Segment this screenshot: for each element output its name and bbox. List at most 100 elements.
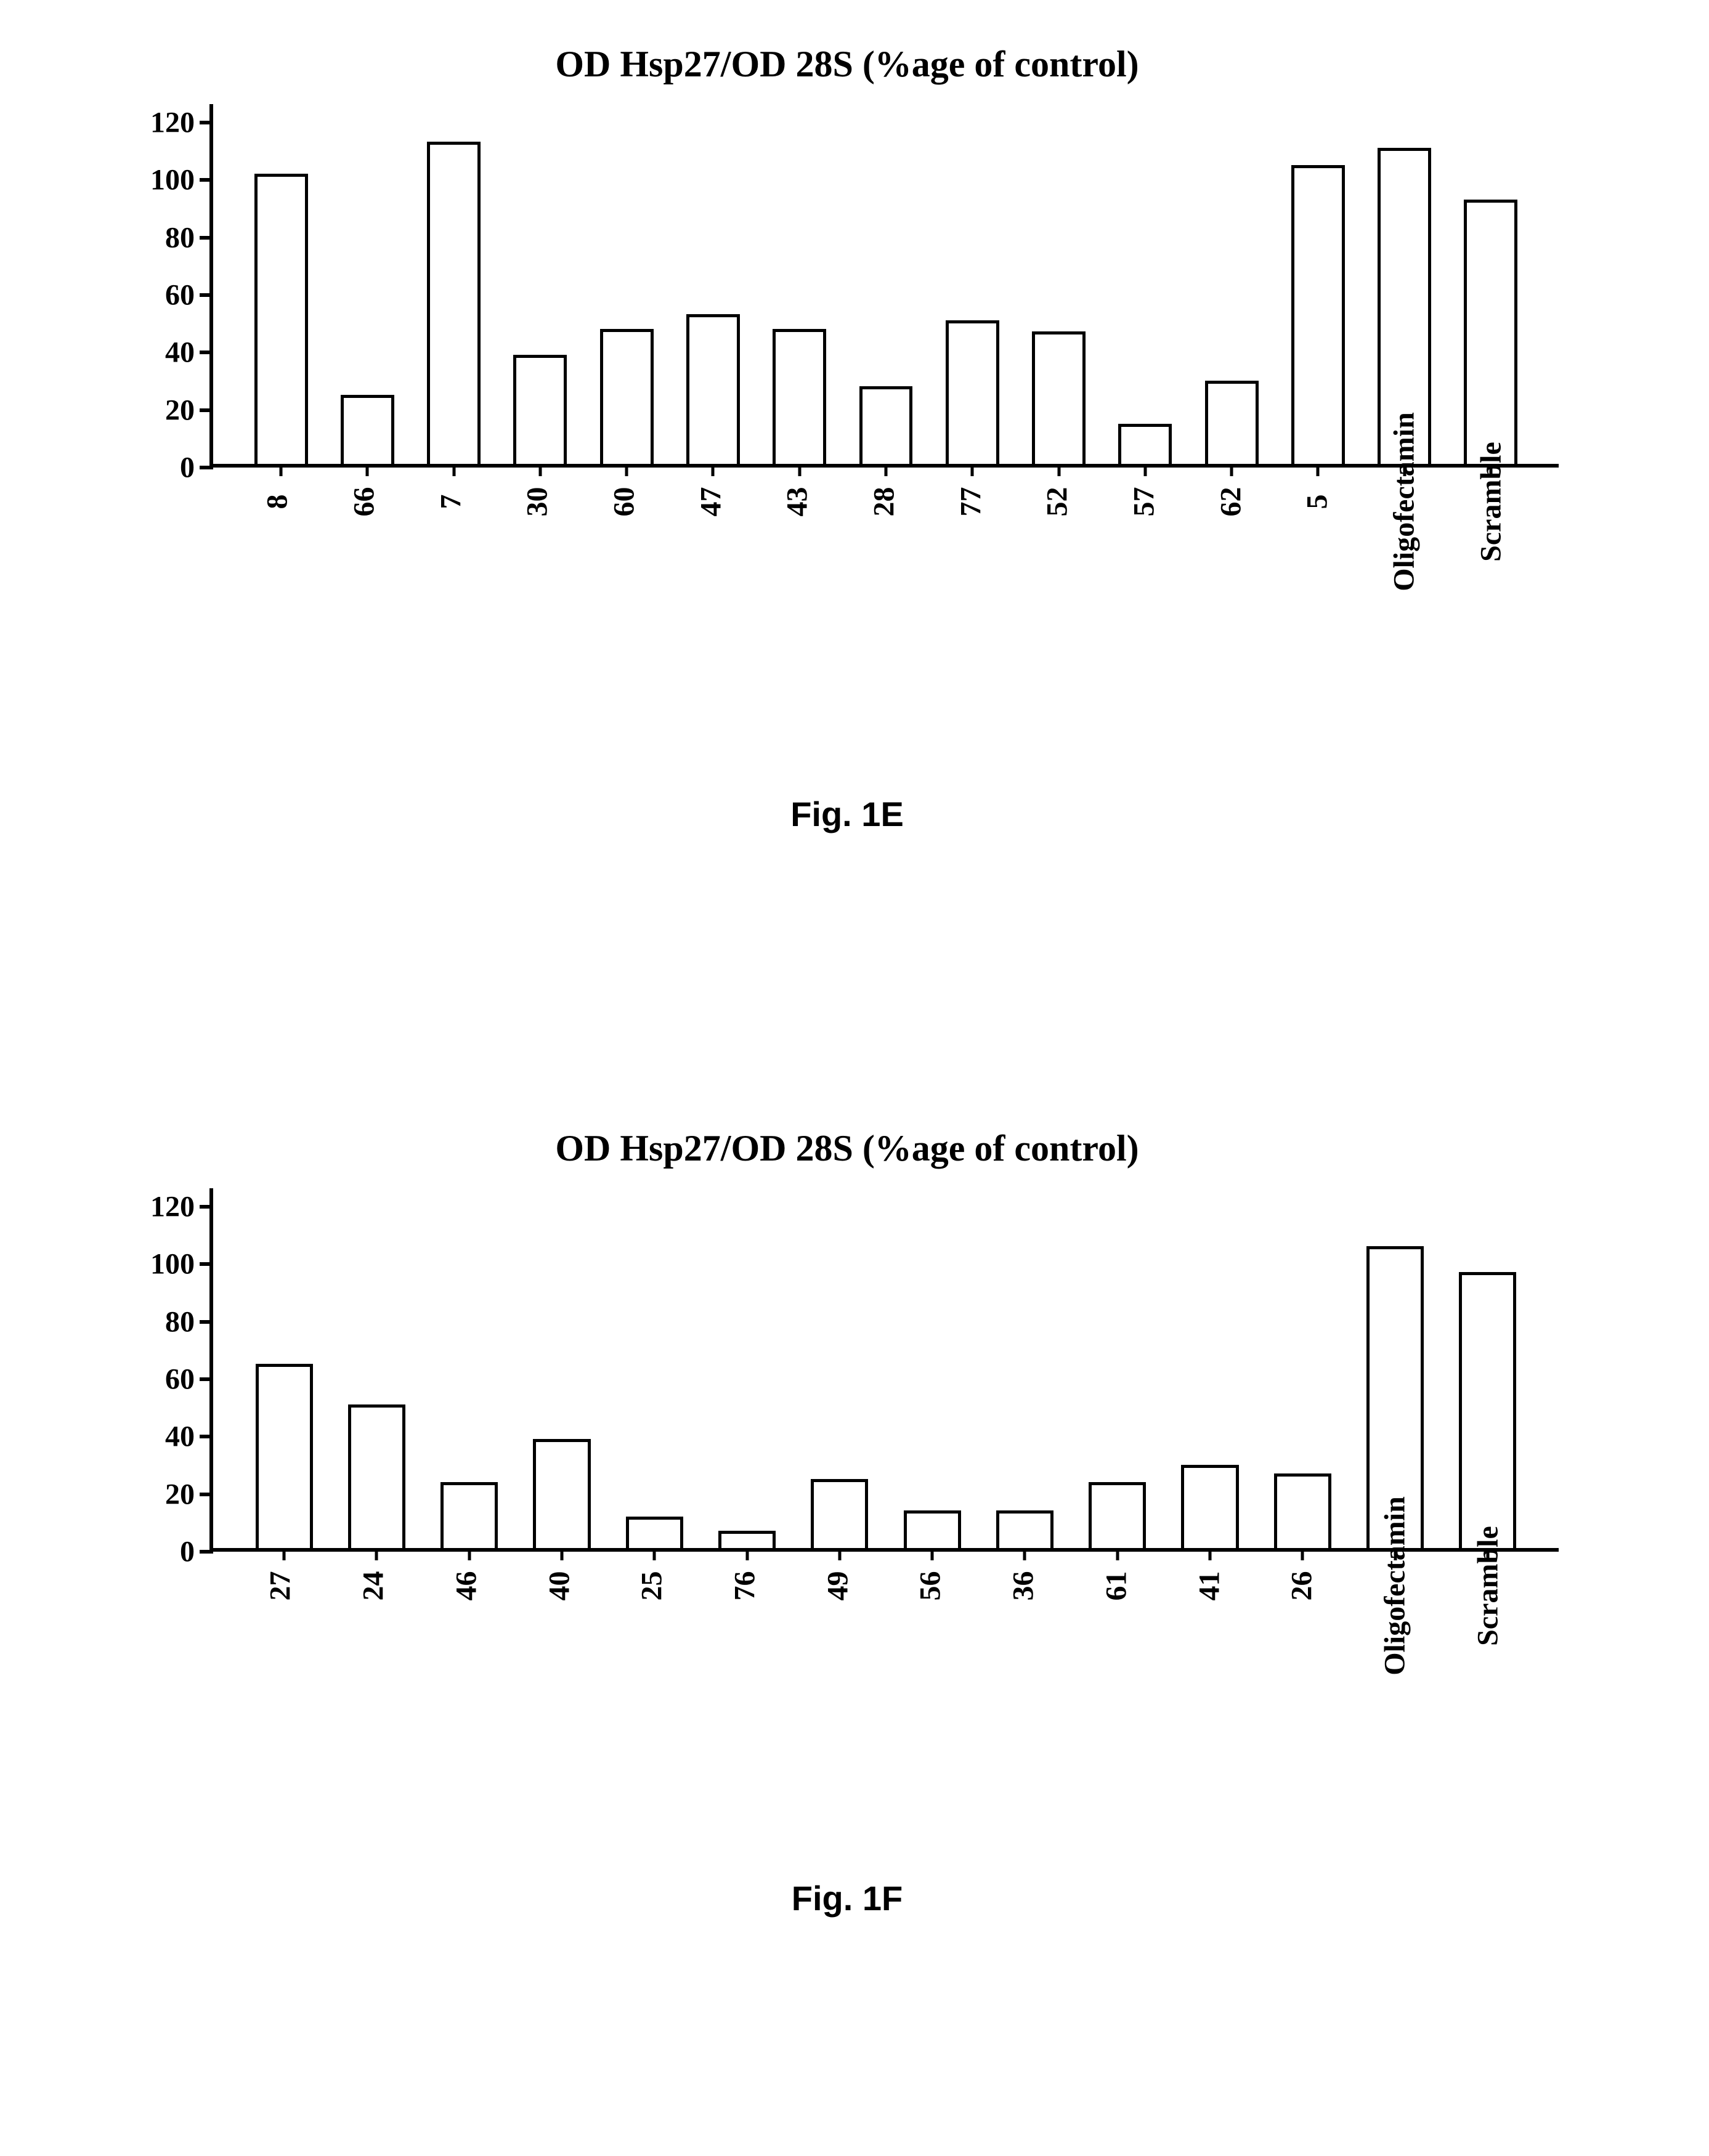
bar-slot — [608, 1207, 700, 1548]
bar-slot — [1071, 1207, 1164, 1548]
bar-slot — [238, 1207, 330, 1548]
bar-slot — [757, 123, 843, 464]
bar — [513, 355, 567, 464]
bar-slot — [929, 123, 1015, 464]
x-axis-label: 46 — [449, 1571, 483, 1601]
x-axis-label: 40 — [542, 1571, 576, 1601]
bar — [1118, 424, 1172, 464]
y-axis-label: 40 — [165, 336, 213, 370]
y-axis-label: 120 — [150, 1190, 213, 1224]
y-axis-label: 120 — [150, 106, 213, 140]
bars-container — [213, 1207, 1534, 1548]
bar — [600, 329, 654, 464]
chart-title: OD Hsp27/OD 28S (%age of control) — [123, 1127, 1571, 1170]
x-axis-label: 56 — [914, 1571, 948, 1601]
bar-slot — [583, 123, 670, 464]
bar-slot — [1256, 1207, 1349, 1548]
x-axis-label: 8 — [261, 495, 294, 509]
bar — [1032, 331, 1086, 464]
bar-slot — [411, 123, 497, 464]
bar-slot — [423, 1207, 516, 1548]
y-axis-label: 100 — [150, 1247, 213, 1281]
x-axis-label: 47 — [694, 487, 728, 517]
chart-title: OD Hsp27/OD 28S (%age of control) — [123, 43, 1571, 86]
x-axis-label: 43 — [781, 487, 814, 517]
bar — [348, 1404, 405, 1548]
x-axis-label: Scramble — [1471, 1526, 1504, 1646]
y-axis-label: 80 — [165, 1305, 213, 1339]
x-axis-label: 5 — [1301, 495, 1334, 509]
plot-area: 020406080100120 — [209, 123, 1534, 468]
bar — [1181, 1465, 1238, 1548]
bar — [718, 1531, 776, 1548]
x-axis-label: 7 — [434, 495, 468, 509]
x-labels-row: 272446402576495636614126OligofectaminScr… — [209, 1552, 1534, 1860]
bar — [1459, 1272, 1516, 1548]
x-axis-cap — [1534, 1548, 1559, 1552]
bar-slot — [670, 123, 756, 464]
bar-slot — [1102, 123, 1188, 464]
bar-slot — [330, 1207, 423, 1548]
x-axis-label: Oligofectamin — [1387, 412, 1421, 591]
x-axis-label: 41 — [1192, 1571, 1226, 1601]
bar — [440, 1482, 498, 1548]
x-axis-label: 36 — [1007, 1571, 1041, 1601]
x-axis-label: 24 — [357, 1571, 391, 1601]
bars-container — [213, 123, 1534, 464]
x-axis-cap — [1534, 464, 1559, 468]
figure-label: Fig. 1E — [123, 794, 1571, 834]
y-axis-label: 60 — [165, 1363, 213, 1396]
bar-slot — [700, 1207, 793, 1548]
x-axis-label: 49 — [821, 1571, 855, 1601]
bar-slot — [497, 123, 583, 464]
x-axis-label: 26 — [1285, 1571, 1319, 1601]
bar-slot — [1188, 123, 1275, 464]
bar — [1089, 1482, 1146, 1548]
x-axis-label: 52 — [1041, 487, 1074, 517]
bar-slot — [1442, 1207, 1534, 1548]
bar — [1274, 1473, 1331, 1548]
bar-slot — [1448, 123, 1534, 464]
bar — [341, 395, 394, 464]
y-axis-label: 0 — [180, 1535, 213, 1569]
y-axis-label: 40 — [165, 1420, 213, 1454]
bar — [256, 1364, 313, 1548]
x-axis-label: 60 — [607, 487, 641, 517]
bar — [427, 142, 481, 464]
plot-area: 020406080100120 — [209, 1207, 1534, 1552]
bar — [254, 174, 308, 464]
bar — [859, 386, 913, 464]
bar — [686, 314, 740, 464]
figure-label: Fig. 1F — [123, 1878, 1571, 1918]
y-axis-label: 0 — [180, 451, 213, 485]
bar — [626, 1517, 683, 1548]
x-labels-row: 86673060474328775257625OligofectaminScra… — [209, 468, 1534, 776]
bar-slot — [516, 1207, 608, 1548]
y-axis-label: 20 — [165, 1477, 213, 1511]
x-axis-label: 25 — [635, 1571, 669, 1601]
y-axis-label: 20 — [165, 393, 213, 427]
x-axis-label: 57 — [1127, 487, 1161, 517]
bar — [904, 1510, 961, 1548]
bar — [1205, 381, 1259, 464]
bar — [1464, 200, 1517, 464]
bar-slot — [238, 123, 324, 464]
x-axis-label: 66 — [347, 487, 381, 517]
bar — [996, 1510, 1053, 1548]
x-axis-label: 62 — [1214, 487, 1248, 517]
y-axis-label: 100 — [150, 163, 213, 197]
x-axis-label: 30 — [521, 487, 554, 517]
bar — [1291, 165, 1345, 464]
bar-slot — [1164, 1207, 1256, 1548]
bar — [533, 1439, 590, 1548]
bar — [946, 320, 999, 464]
bar-slot — [978, 1207, 1071, 1548]
y-axis-label: 80 — [165, 221, 213, 254]
x-axis-label: Oligofectamin — [1378, 1496, 1411, 1676]
bar — [773, 329, 826, 464]
bar-slot — [886, 1207, 978, 1548]
bar — [811, 1479, 868, 1548]
chart-block: OD Hsp27/OD 28S (%age of control)0204060… — [123, 43, 1571, 834]
bar-slot — [843, 123, 929, 464]
chart-block: OD Hsp27/OD 28S (%age of control)0204060… — [123, 1127, 1571, 1918]
